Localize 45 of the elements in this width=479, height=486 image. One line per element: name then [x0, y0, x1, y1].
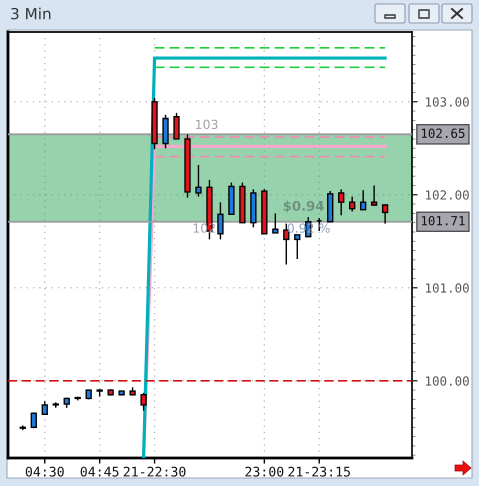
candlestick: [349, 196, 356, 212]
candlestick: [151, 97, 158, 150]
candlestick: [338, 188, 344, 216]
candlestick: [140, 392, 147, 412]
x-tick-label: 04:30: [26, 466, 64, 477]
candlestick: [173, 112, 180, 140]
x-tick-label: 21-22:30: [124, 466, 186, 477]
band-label: $0.94: [284, 200, 324, 213]
y-tick-label: 103.00: [426, 97, 469, 107]
annotation: 103: [196, 120, 218, 130]
candlestick: [217, 202, 224, 240]
candlestick: [129, 386, 136, 396]
candlestick: [250, 188, 257, 228]
candlestick: [96, 388, 103, 398]
ref-line-label: 101.71: [422, 216, 465, 226]
candlestick: [239, 182, 246, 224]
candlestick: [327, 190, 334, 222]
candlestick: [261, 188, 268, 235]
y-tick-label: 101.00: [426, 283, 469, 293]
x-tick-label: 21-23:15: [288, 466, 350, 477]
candlestick: [283, 222, 290, 266]
candlestick: [360, 189, 366, 210]
candlestick: [272, 212, 278, 234]
candlestick: [370, 184, 378, 207]
candlestick: [64, 396, 70, 408]
ref-line-label: 102.65: [422, 128, 464, 138]
x-tick-label: 04:45: [80, 466, 118, 477]
candlestick: [74, 396, 81, 402]
candlestick: [107, 388, 114, 396]
candlestick: [30, 412, 37, 429]
candlestick: [118, 390, 125, 396]
candlestick: [382, 203, 388, 224]
chart-title: 3 Min: [11, 8, 50, 20]
candlestick: [162, 114, 169, 149]
y-tick-label: 100.00: [426, 376, 469, 386]
candlestick: [20, 424, 26, 431]
x-tick-label: 23:00: [245, 466, 284, 477]
candlestick: [42, 400, 48, 415]
y-tick-label: 102.00: [426, 190, 469, 200]
candlestick: [228, 182, 235, 215]
candlestick: [195, 164, 202, 198]
candlestick: [294, 234, 300, 260]
candlestick: [52, 401, 59, 408]
candlestick: [184, 134, 191, 198]
candlestick: [86, 389, 92, 400]
